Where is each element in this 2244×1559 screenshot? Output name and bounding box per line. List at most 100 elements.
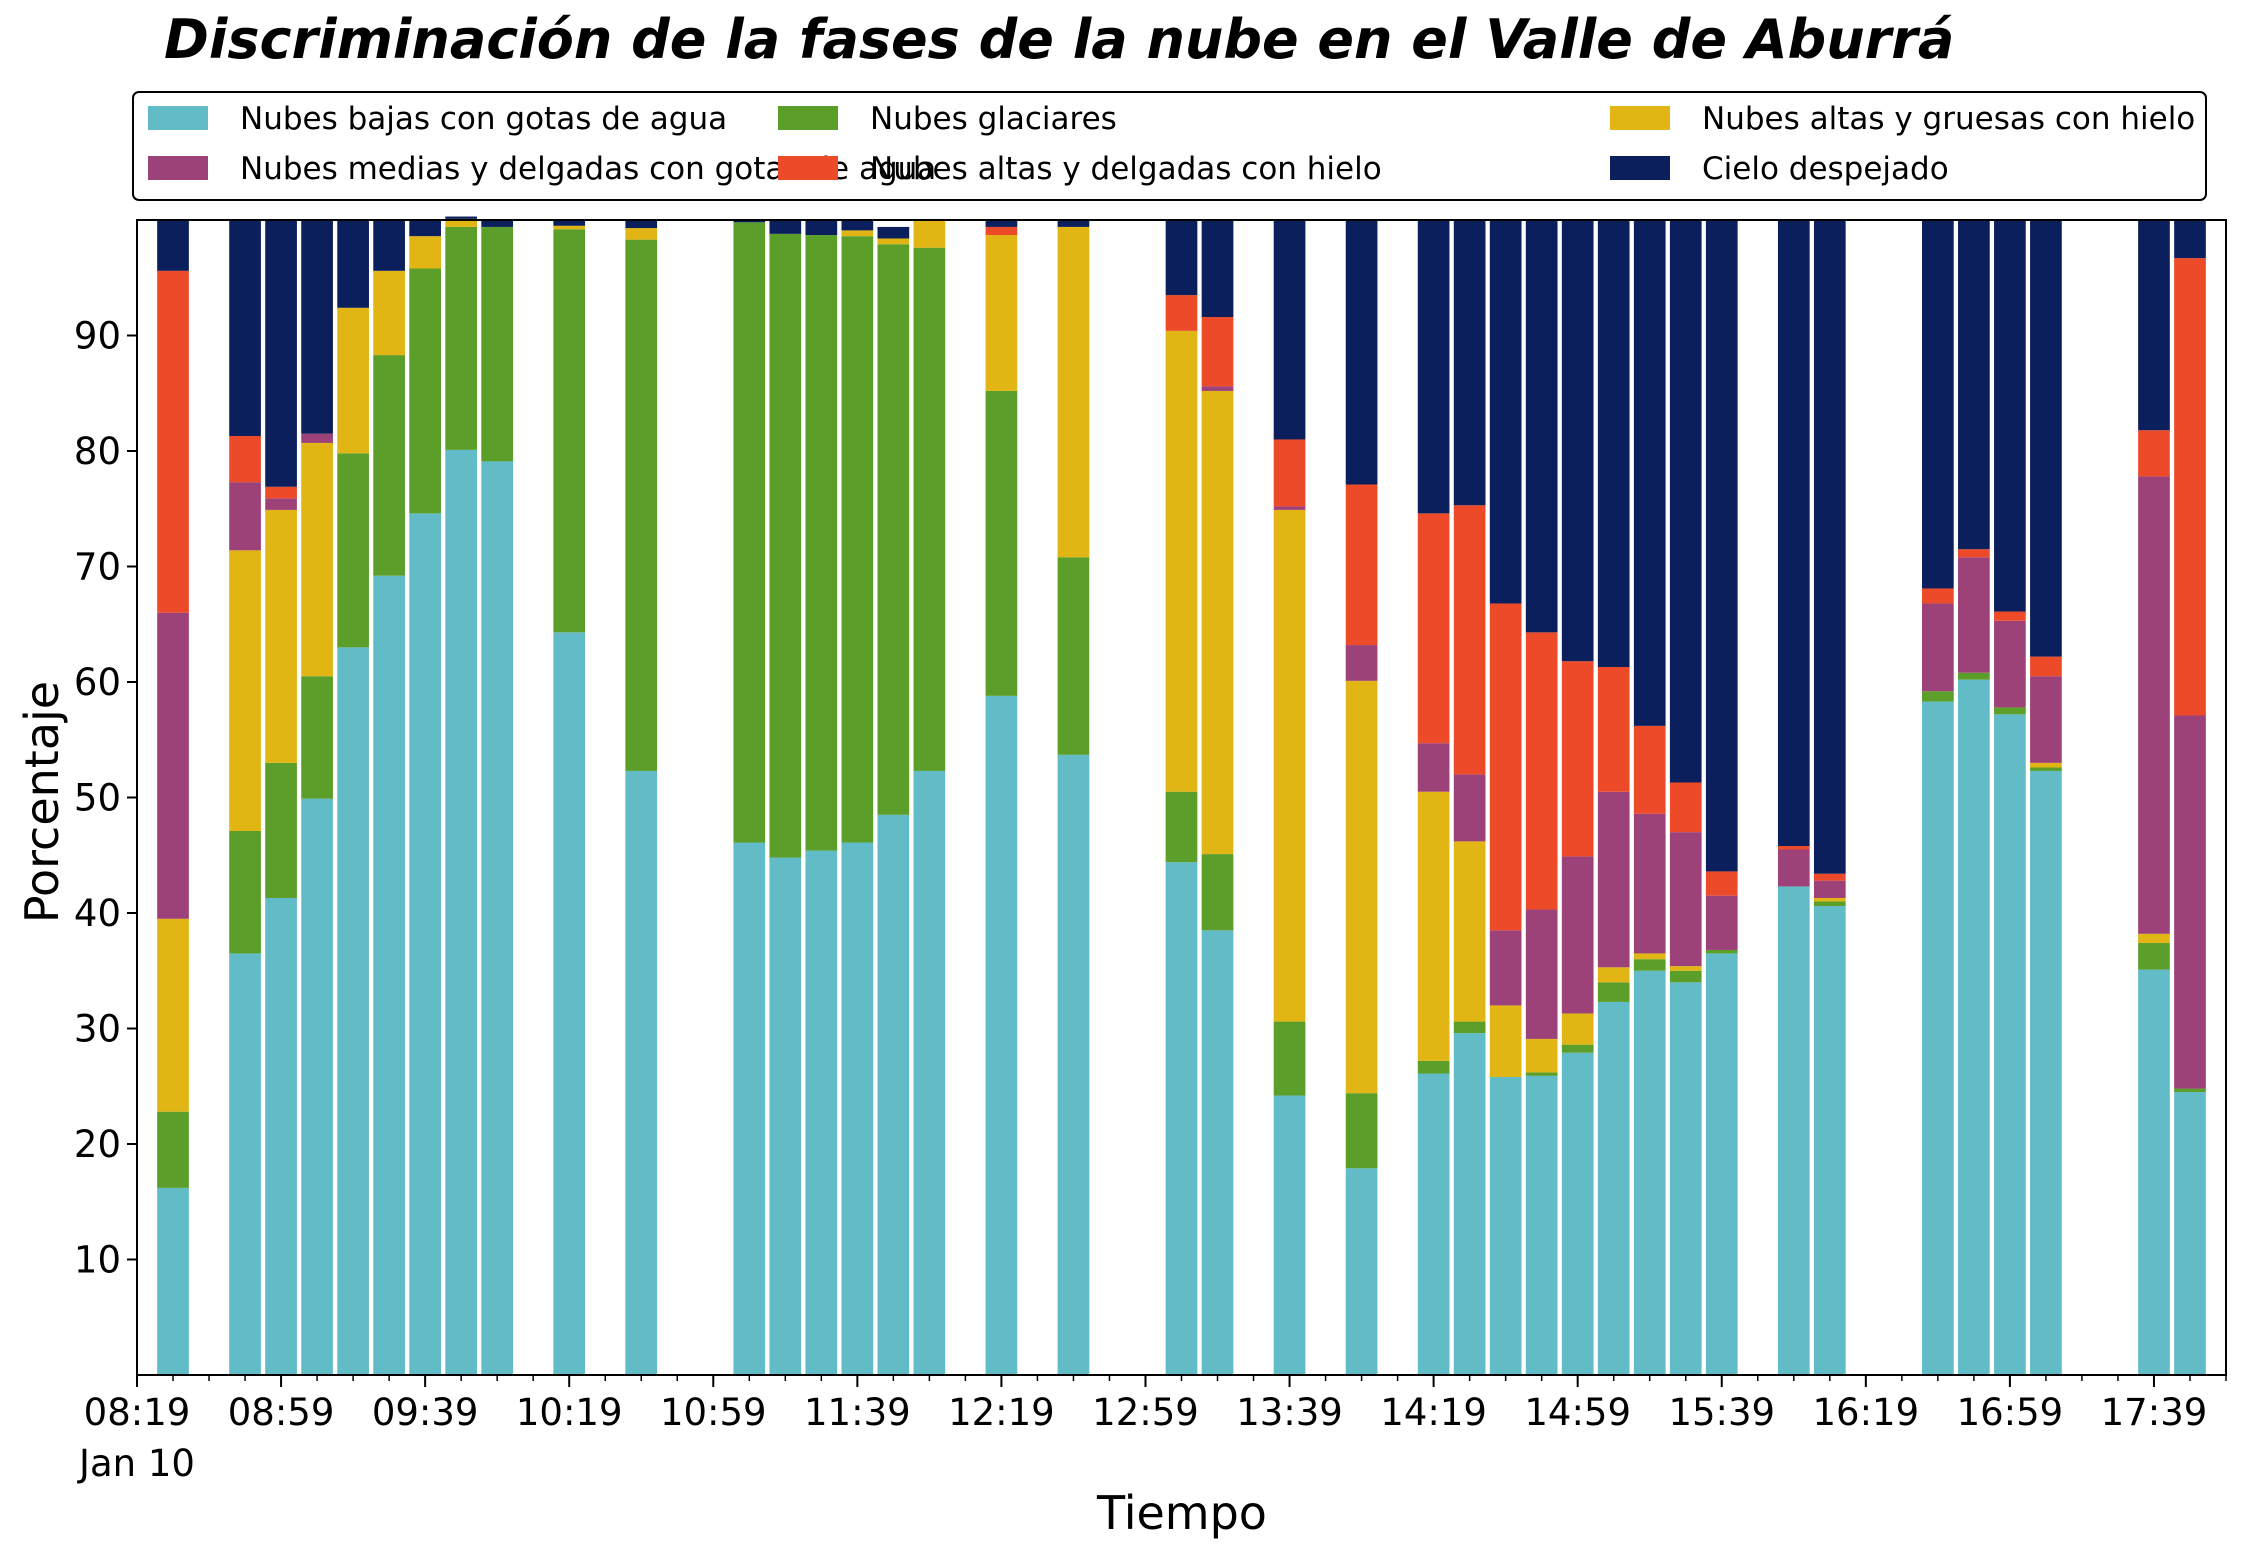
x-tick-label: 12:19 [948,1391,1055,1434]
bar-segment-nubes-glaciares-1739 [2138,943,2170,970]
y-tick-label: 90 [74,315,121,358]
bar-segment-nubes-bajas-con-gotas-de-agua-1239 [1057,754,1090,1375]
bar-segment-cielo-despejado-0849 [229,220,261,436]
bar-segment-nubes-altas-y-gruesas-con-hielo-1019 [553,225,586,230]
bar-segment-cielo-despejado-1749 [2174,220,2206,259]
bar-segment-nubes-altas-y-delgadas-con-hielo-1649 [1958,549,1990,558]
bar-segment-nubes-bajas-con-gotas-de-agua-0929 [373,575,405,1375]
legend-item-nubes-altas-y-delgadas-con-hielo: Nubes altas y delgadas con hielo [778,151,1382,187]
bars [157,216,2206,1376]
bar-segment-nubes-glaciares-1539 [1705,949,1738,954]
bar-segment-nubes-bajas-con-gotas-de-agua-1639 [1922,701,1954,1375]
bar-segment-nubes-bajas-con-gotas-de-agua-0909 [301,798,333,1375]
bar-segment-nubes-medias-y-delgadas-con-gotas-de-agua-1739 [2138,476,2170,934]
bar-segment-nubes-medias-y-delgadas-con-gotas-de-agua-0829 [157,612,189,919]
legend-swatch [148,106,208,130]
bar-segment-nubes-bajas-con-gotas-de-agua-0849 [229,953,261,1375]
bar-segment-nubes-glaciares-0909 [301,676,333,799]
bar-segment-nubes-altas-y-gruesas-con-hielo-1429 [1453,841,1486,1022]
bar-segment-nubes-bajas-con-gotas-de-agua-1449 [1525,1075,1558,1375]
bar-segment-nubes-altas-y-gruesas-con-hielo-0929 [373,270,405,356]
bar-segment-nubes-bajas-con-gotas-de-agua-1519 [1633,970,1666,1375]
bar-segment-nubes-glaciares-1319 [1201,854,1234,931]
bar-segment-cielo-despejado-1439 [1489,220,1522,604]
bar-segment-cielo-despejado-1509 [1597,220,1630,667]
bar-segment-nubes-glaciares-1659 [1994,707,2026,715]
bar-segment-cielo-despejado-1119 [769,220,802,234]
bar-segment-nubes-altas-y-gruesas-con-hielo-1459 [1561,1013,1594,1045]
chart-title: Discriminación de la fases de la nube en… [164,8,1954,71]
bar-segment-cielo-despejado-1429 [1453,220,1486,506]
bar-segment-nubes-glaciares-0939 [409,268,441,514]
bar-segment-nubes-altas-y-gruesas-con-hielo-0909 [301,442,333,677]
legend-label: Nubes altas y delgadas con hielo [870,151,1382,187]
bar-segment-nubes-glaciares-1449 [1525,1072,1558,1076]
bar-segment-nubes-glaciares-1159 [913,247,946,771]
y-axis: 10 20 30 40 50 60 70 80 90 [74,315,137,1282]
bar-segment-cielo-despejado-0949 [445,216,478,219]
bar-segment-nubes-medias-y-delgadas-con-gotas-de-agua-1539 [1705,895,1738,950]
bar-segment-cielo-despejado-1539 [1705,220,1738,872]
bar-segment-nubes-medias-y-delgadas-con-gotas-de-agua-1319 [1201,386,1234,391]
bar-segment-nubes-altas-y-delgadas-con-hielo-1529 [1669,782,1702,833]
bar-segment-cielo-despejado-1039 [625,220,658,229]
bar-segment-nubes-altas-y-delgadas-con-hielo-1609 [1813,873,1846,881]
bar-segment-cielo-despejado-1709 [2030,220,2062,657]
bar-segment-nubes-altas-y-gruesas-con-hielo-1439 [1489,1005,1522,1078]
bar-segment-nubes-bajas-con-gotas-de-agua-1439 [1489,1077,1522,1375]
x-tick-label: 17:39 [2101,1391,2208,1434]
legend-item-nubes-glaciares: Nubes glaciares [778,101,1117,137]
bar-segment-nubes-altas-y-delgadas-con-hielo-1539 [1705,871,1738,896]
bar-segment-nubes-medias-y-delgadas-con-gotas-de-agua-1529 [1669,832,1702,967]
bar-segment-nubes-bajas-con-gotas-de-agua-1419 [1417,1073,1450,1375]
bar-segment-nubes-bajas-con-gotas-de-agua-1149 [877,814,910,1375]
bar-segment-nubes-altas-y-gruesas-con-hielo-1319 [1201,390,1234,855]
bar-segment-nubes-bajas-con-gotas-de-agua-1529 [1669,982,1702,1375]
legend-label: Nubes bajas con gotas de agua [240,101,727,137]
bar-segment-nubes-altas-y-gruesas-con-hielo-0859 [265,509,297,763]
bar-segment-nubes-altas-y-gruesas-con-hielo-1519 [1633,953,1666,960]
bar-segment-cielo-despejado-1339 [1273,220,1306,440]
bar-segment-cielo-despejado-1649 [1958,220,1990,550]
bar-segment-nubes-glaciares-1139 [841,236,874,843]
bar-segment-nubes-altas-y-gruesas-con-hielo-0939 [409,236,441,269]
bar-segment-nubes-altas-y-delgadas-con-hielo-1339 [1273,439,1306,507]
bar-segment-nubes-altas-y-gruesas-con-hielo-1419 [1417,791,1450,1061]
bar-segment-cielo-despejado-1459 [1561,220,1594,662]
bar-segment-nubes-bajas-con-gotas-de-agua-0949 [445,449,478,1376]
bar-segment-cielo-despejado-1609 [1813,220,1846,874]
bar-segment-nubes-altas-y-delgadas-con-hielo-1459 [1561,661,1594,857]
legend-swatch [148,156,208,180]
bar-segment-nubes-altas-y-delgadas-con-hielo-0859 [265,486,297,499]
bar-segment-cielo-despejado-1419 [1417,220,1450,514]
bar-segment-nubes-altas-y-gruesas-con-hielo-1449 [1525,1038,1558,1073]
bar-segment-nubes-altas-y-gruesas-con-hielo-1509 [1597,967,1630,983]
bar-segment-nubes-bajas-con-gotas-de-agua-1739 [2138,969,2170,1375]
legend-swatch [1610,106,1670,130]
bar-segment-nubes-altas-y-delgadas-con-hielo-1359 [1345,484,1378,646]
legend-label: Nubes altas y gruesas con hielo [1702,101,2195,137]
bar-segment-nubes-altas-y-gruesas-con-hielo-1609 [1813,897,1846,902]
bar-segment-nubes-medias-y-delgadas-con-gotas-de-agua-1419 [1417,743,1450,792]
bar-segment-nubes-bajas-con-gotas-de-agua-0919 [337,647,369,1375]
bar-segment-cielo-despejado-1559 [1777,220,1810,847]
bar-segment-nubes-bajas-con-gotas-de-agua-0959 [481,461,514,1375]
bar-segment-nubes-glaciares-1639 [1922,691,1954,702]
bar-segment-cielo-despejado-0859 [265,220,297,487]
bar-segment-nubes-altas-y-delgadas-con-hielo-0829 [157,270,189,613]
bar-segment-cielo-despejado-0909 [301,220,333,434]
bar-segment-nubes-altas-y-gruesas-con-hielo-1309 [1165,330,1198,792]
bar-segment-nubes-altas-y-gruesas-con-hielo-1219 [985,235,1018,391]
y-tick-label: 20 [74,1123,121,1166]
x-tick-label: 14:59 [1524,1391,1631,1434]
bar-segment-nubes-glaciares-1239 [1057,557,1090,755]
bar-segment-cielo-despejado-1659 [1994,220,2026,612]
legend-label: Cielo despejado [1702,151,1949,187]
bar-segment-nubes-bajas-con-gotas-de-agua-0939 [409,513,441,1375]
bar-segment-nubes-medias-y-delgadas-con-gotas-de-agua-1359 [1345,645,1378,681]
legend-swatch [778,156,838,180]
bar-segment-cielo-despejado-0959 [481,220,514,227]
bar-segment-nubes-glaciares-1129 [805,235,838,851]
bar-segment-nubes-bajas-con-gotas-de-agua-1039 [625,770,658,1375]
bar-segment-nubes-medias-y-delgadas-con-gotas-de-agua-0909 [301,433,333,443]
